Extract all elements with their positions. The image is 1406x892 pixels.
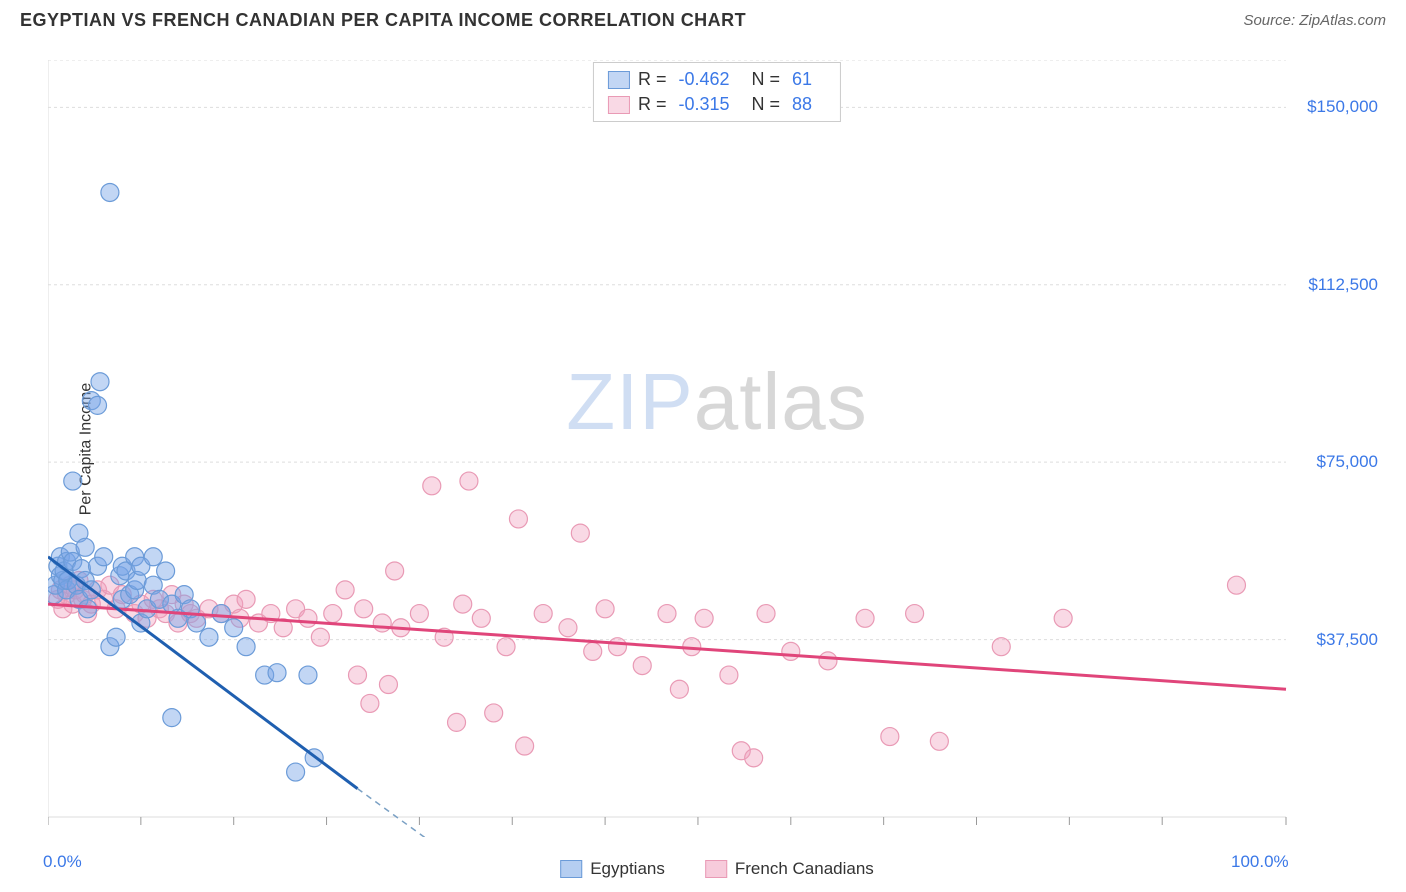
legend-label: French Canadians bbox=[735, 859, 874, 879]
legend-row-french: R =-0.315 N =88 bbox=[608, 92, 826, 117]
legend-item-egyptians: Egyptians bbox=[560, 859, 665, 879]
legend-swatch-icon bbox=[560, 860, 582, 878]
y-tick-label: $75,000 bbox=[1317, 452, 1378, 472]
source-attribution: Source: ZipAtlas.com bbox=[1243, 12, 1386, 29]
x-tick-label: 100.0% bbox=[1231, 852, 1289, 872]
legend-item-french: French Canadians bbox=[705, 859, 874, 879]
y-tick-label: $112,500 bbox=[1308, 275, 1378, 295]
series-legend: Egyptians French Canadians bbox=[560, 859, 874, 879]
chart-title: EGYPTIAN VS FRENCH CANADIAN PER CAPITA I… bbox=[20, 10, 746, 31]
correlation-legend: R =-0.462 N =61 R =-0.315 N =88 bbox=[593, 62, 841, 122]
chart-area: Per Capita Income ZIPatlas R =-0.462 N =… bbox=[48, 60, 1386, 837]
legend-swatch-icon bbox=[705, 860, 727, 878]
legend-row-egyptians: R =-0.462 N =61 bbox=[608, 67, 826, 92]
legend-swatch-blue bbox=[608, 71, 630, 89]
y-tick-label: $150,000 bbox=[1307, 97, 1378, 117]
scatter-plot bbox=[48, 60, 1386, 837]
legend-label: Egyptians bbox=[590, 859, 665, 879]
x-tick-label: 0.0% bbox=[43, 852, 82, 872]
legend-swatch-pink bbox=[608, 96, 630, 114]
y-tick-label: $37,500 bbox=[1317, 630, 1378, 650]
